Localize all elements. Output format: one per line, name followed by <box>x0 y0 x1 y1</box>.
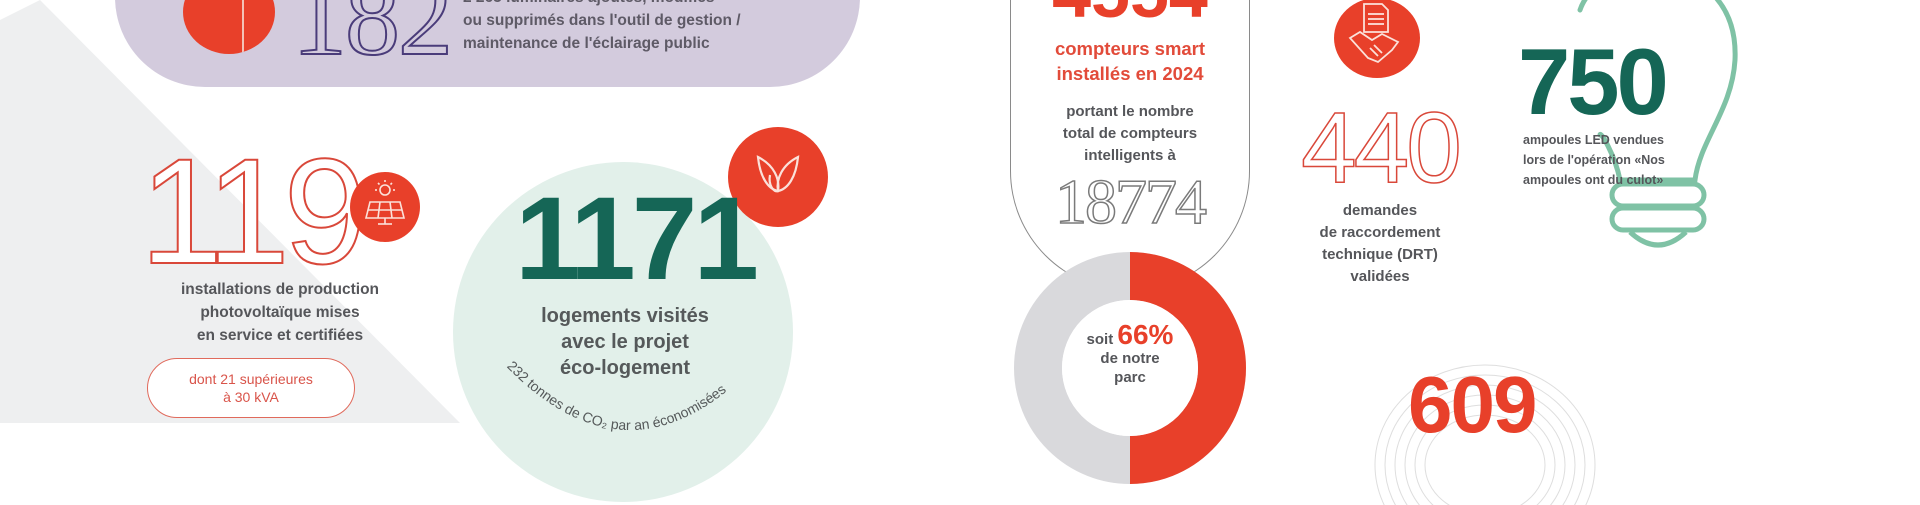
smart-meters-value: 4554 <box>1030 0 1230 28</box>
share-percent: 66% <box>1117 319 1174 350</box>
eco-text-line: avec le projet <box>561 331 689 353</box>
donut-center-label: soit 66% de notre parc <box>1065 321 1195 387</box>
meter-gray-line: intelligents à <box>1084 147 1176 164</box>
photovoltaic-value: 119 <box>139 126 368 296</box>
light-bulb-outline-icon <box>1577 0 1738 248</box>
smart-meters-headline: compteurs smart installés en 2024 <box>1015 36 1245 86</box>
smart-meters-description: portant le nombre total de compteurs int… <box>1015 101 1245 167</box>
fingerprint-stat-value: 609 <box>1408 360 1537 449</box>
pv-text-line: photovoltaïque mises <box>200 304 360 321</box>
share-text-line: parc <box>1114 369 1146 386</box>
badge-text-line: à 30 kVA <box>223 389 279 405</box>
share-prefix: soit <box>1086 331 1114 348</box>
meter-red-line: compteurs smart <box>1054 38 1206 59</box>
photovoltaic-badge: dont 21 supérieures à 30 kVA <box>147 358 355 418</box>
handshake-document-icon <box>1334 0 1420 78</box>
pv-text-line: en service et certifiées <box>196 327 364 344</box>
lighting-text-line: 2 265 luminaires ajoutés, modifiés <box>463 0 823 9</box>
smart-meters-card <box>1010 0 1250 291</box>
led-bulbs-description: ampoules LED vendues lors de l'opération… <box>1523 130 1703 190</box>
eco-housing-value: 1171 <box>515 173 759 305</box>
leaf-icon <box>728 127 828 227</box>
solar-panel-icon <box>350 172 420 242</box>
bulb-text-line: ampoules ont du culot» <box>1523 173 1664 187</box>
drt-text-line: de raccordement <box>1319 224 1441 241</box>
lighting-text-line: ou supprimés dans l'outil de gestion / <box>463 12 741 29</box>
co2-curved-caption: 232 tonnes de CO₂ par an économisées <box>504 358 728 433</box>
badge-text-line: dont 21 supérieures <box>189 371 313 387</box>
lighting-text-line: maintenance de l'éclairage public <box>463 35 710 52</box>
drt-text-line: demandes <box>1342 202 1418 219</box>
drt-text-line: technique (DRT) <box>1322 246 1438 263</box>
led-bulbs-value: 750 <box>1518 29 1669 134</box>
meter-red-line: installés en 2024 <box>1056 63 1204 84</box>
meter-gray-line: total de compteurs <box>1062 125 1198 142</box>
smart-meters-total: 18774 <box>1054 166 1208 237</box>
eco-housing-description: logements visités avec le projet éco-log… <box>505 303 745 381</box>
meter-gray-line: portant le nombre <box>1066 103 1194 120</box>
drt-value: 440 <box>1300 92 1462 204</box>
lighting-description: 2 265 luminaires ajoutés, modifiés ou su… <box>463 0 823 55</box>
bulb-text-line: ampoules LED vendues <box>1523 133 1665 147</box>
drt-text-line: validées <box>1350 268 1410 285</box>
drt-description: demandes de raccordement technique (DRT)… <box>1290 200 1470 288</box>
eco-text-line: éco-logement <box>559 357 691 379</box>
svg-text:232 tonnes de CO₂ par an écono: 232 tonnes de CO₂ par an économisées <box>504 358 728 433</box>
share-text-line: de notre <box>1100 350 1160 367</box>
photovoltaic-description: installations de production photovoltaïq… <box>125 278 435 347</box>
pv-text-line: installations de production <box>180 281 380 298</box>
bulb-text-line: lors de l'opération «Nos <box>1523 153 1665 167</box>
eco-text-line: logements visités <box>541 305 709 327</box>
lighting-value: 182 <box>291 0 454 78</box>
